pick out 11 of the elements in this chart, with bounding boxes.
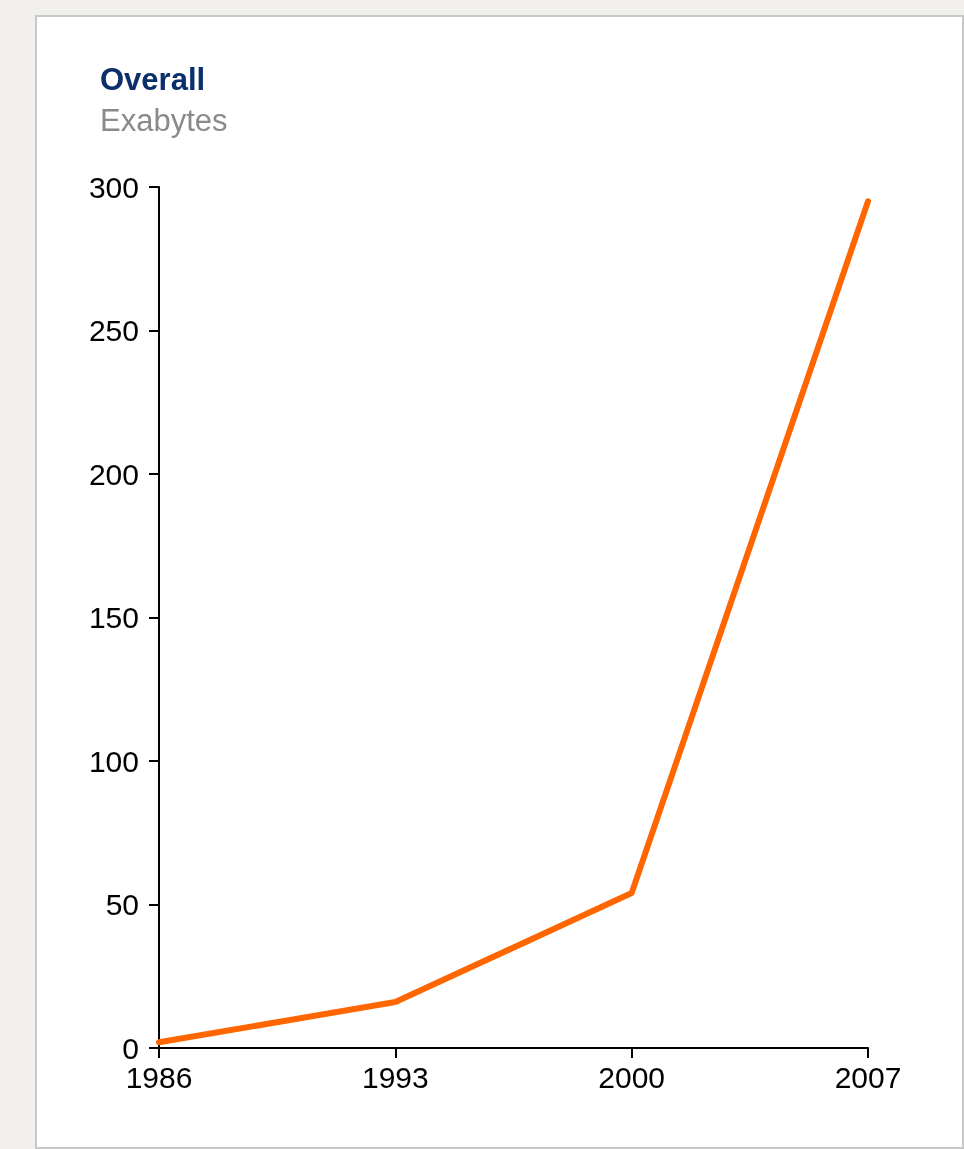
y-tick-label: 150	[88, 601, 139, 634]
chart-title: Overall	[100, 62, 206, 97]
x-tick-label: 1993	[361, 1060, 429, 1094]
x-tick-label: 2000	[598, 1060, 666, 1094]
chart-subtitle: Exabytes	[100, 103, 228, 138]
y-tick-label: 200	[88, 457, 139, 491]
x-tick-label: 2007	[834, 1060, 902, 1094]
y-tick-label: 100	[88, 744, 139, 778]
y-tick-label: 250	[88, 314, 139, 347]
y-tick-label: 50	[105, 888, 139, 921]
y-tick-label: 300	[88, 170, 139, 204]
